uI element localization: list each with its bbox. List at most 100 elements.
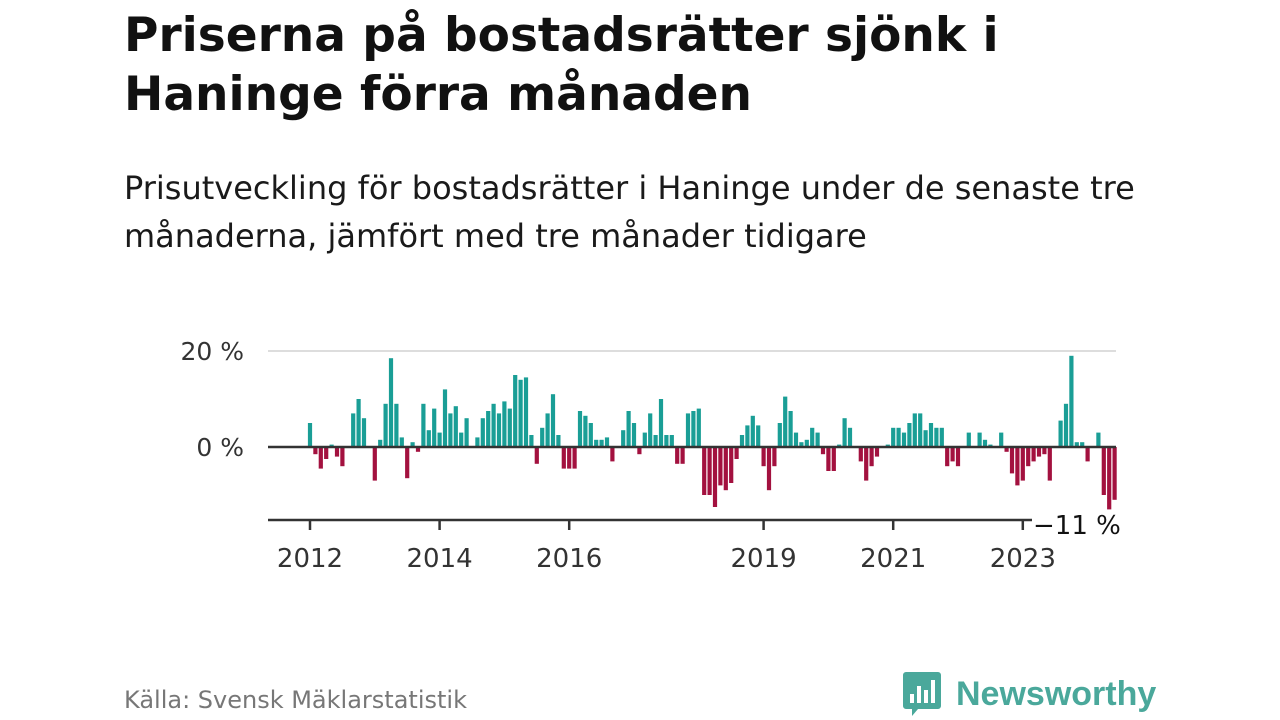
bar (1042, 447, 1047, 455)
bar (561, 447, 566, 469)
chart-subtitle: Prisutveckling för bostadsrätter i Hanin… (124, 169, 1135, 255)
bar (966, 432, 971, 447)
bar (496, 413, 502, 447)
bar (307, 423, 313, 447)
bar (415, 447, 421, 452)
bar (891, 427, 896, 447)
bar (745, 425, 750, 447)
bar (1004, 447, 1009, 452)
bar (610, 447, 615, 462)
bar (907, 423, 912, 447)
bar (631, 423, 637, 447)
bar-chart-speech-icon (903, 672, 941, 716)
bar (324, 447, 329, 459)
bar (723, 447, 728, 491)
bar (901, 432, 907, 447)
brand-logo: Newsworthy (902, 670, 1156, 718)
bar (734, 447, 739, 459)
bar (648, 413, 653, 447)
bar (864, 447, 869, 481)
bar (626, 411, 631, 447)
bar (783, 396, 788, 447)
bar (977, 432, 982, 447)
bar (810, 427, 815, 447)
bar (950, 447, 955, 462)
bar (858, 447, 863, 462)
bar (955, 447, 961, 467)
bar (718, 447, 723, 486)
bar (399, 437, 404, 447)
bar (442, 389, 448, 447)
bar (507, 408, 512, 447)
bar (761, 447, 766, 467)
x-tick-label: 2019 (731, 544, 797, 574)
bar (826, 447, 831, 471)
bar (707, 447, 712, 495)
bar (480, 418, 485, 447)
bar (540, 427, 545, 447)
bar (502, 401, 507, 447)
bar (453, 406, 458, 447)
bar (405, 447, 410, 479)
bar (426, 430, 431, 447)
bar (464, 418, 469, 447)
x-tick-label: 2012 (277, 544, 343, 574)
bar (577, 411, 583, 447)
bar (653, 435, 658, 447)
bar (318, 447, 323, 469)
bar (372, 447, 377, 481)
bar (351, 413, 356, 447)
bar (777, 423, 782, 447)
bar (410, 442, 415, 447)
bar (556, 435, 561, 447)
bar (383, 403, 388, 447)
bar (1096, 432, 1101, 447)
bar (815, 432, 820, 447)
bar (534, 447, 539, 464)
bar (675, 447, 680, 464)
bar (729, 447, 734, 483)
bar (1020, 447, 1025, 481)
bar (1047, 447, 1052, 481)
bar (567, 447, 572, 469)
bar (448, 413, 453, 447)
bar (1069, 355, 1074, 447)
bar (1031, 447, 1036, 462)
y-tick-label: 20 % (180, 337, 244, 366)
x-tick-label: 2014 (407, 544, 473, 574)
bar (637, 447, 642, 455)
bar (432, 408, 437, 447)
bar (421, 403, 426, 447)
bar (912, 413, 917, 447)
bar (491, 403, 496, 447)
bar (588, 423, 593, 447)
bar (999, 432, 1004, 447)
bar (1063, 403, 1069, 447)
bar (945, 447, 950, 467)
bar (361, 418, 367, 447)
bar (847, 427, 853, 447)
bar (928, 423, 934, 447)
bar (869, 447, 874, 467)
bar (1080, 442, 1085, 447)
bar (437, 432, 442, 447)
bar (378, 439, 383, 447)
bar (621, 430, 626, 447)
bar (594, 439, 599, 447)
bar (680, 447, 685, 464)
bar (702, 447, 707, 495)
bar (313, 447, 318, 455)
bar (572, 447, 577, 469)
bar (518, 379, 523, 447)
bar (669, 435, 674, 447)
bar (831, 447, 836, 471)
bar (739, 435, 745, 447)
bar (842, 418, 847, 447)
bar (664, 435, 669, 447)
bar (356, 399, 361, 447)
bar (523, 377, 529, 447)
bar (804, 439, 809, 447)
bar (766, 447, 772, 491)
bar (486, 411, 491, 447)
bar (1085, 447, 1090, 462)
